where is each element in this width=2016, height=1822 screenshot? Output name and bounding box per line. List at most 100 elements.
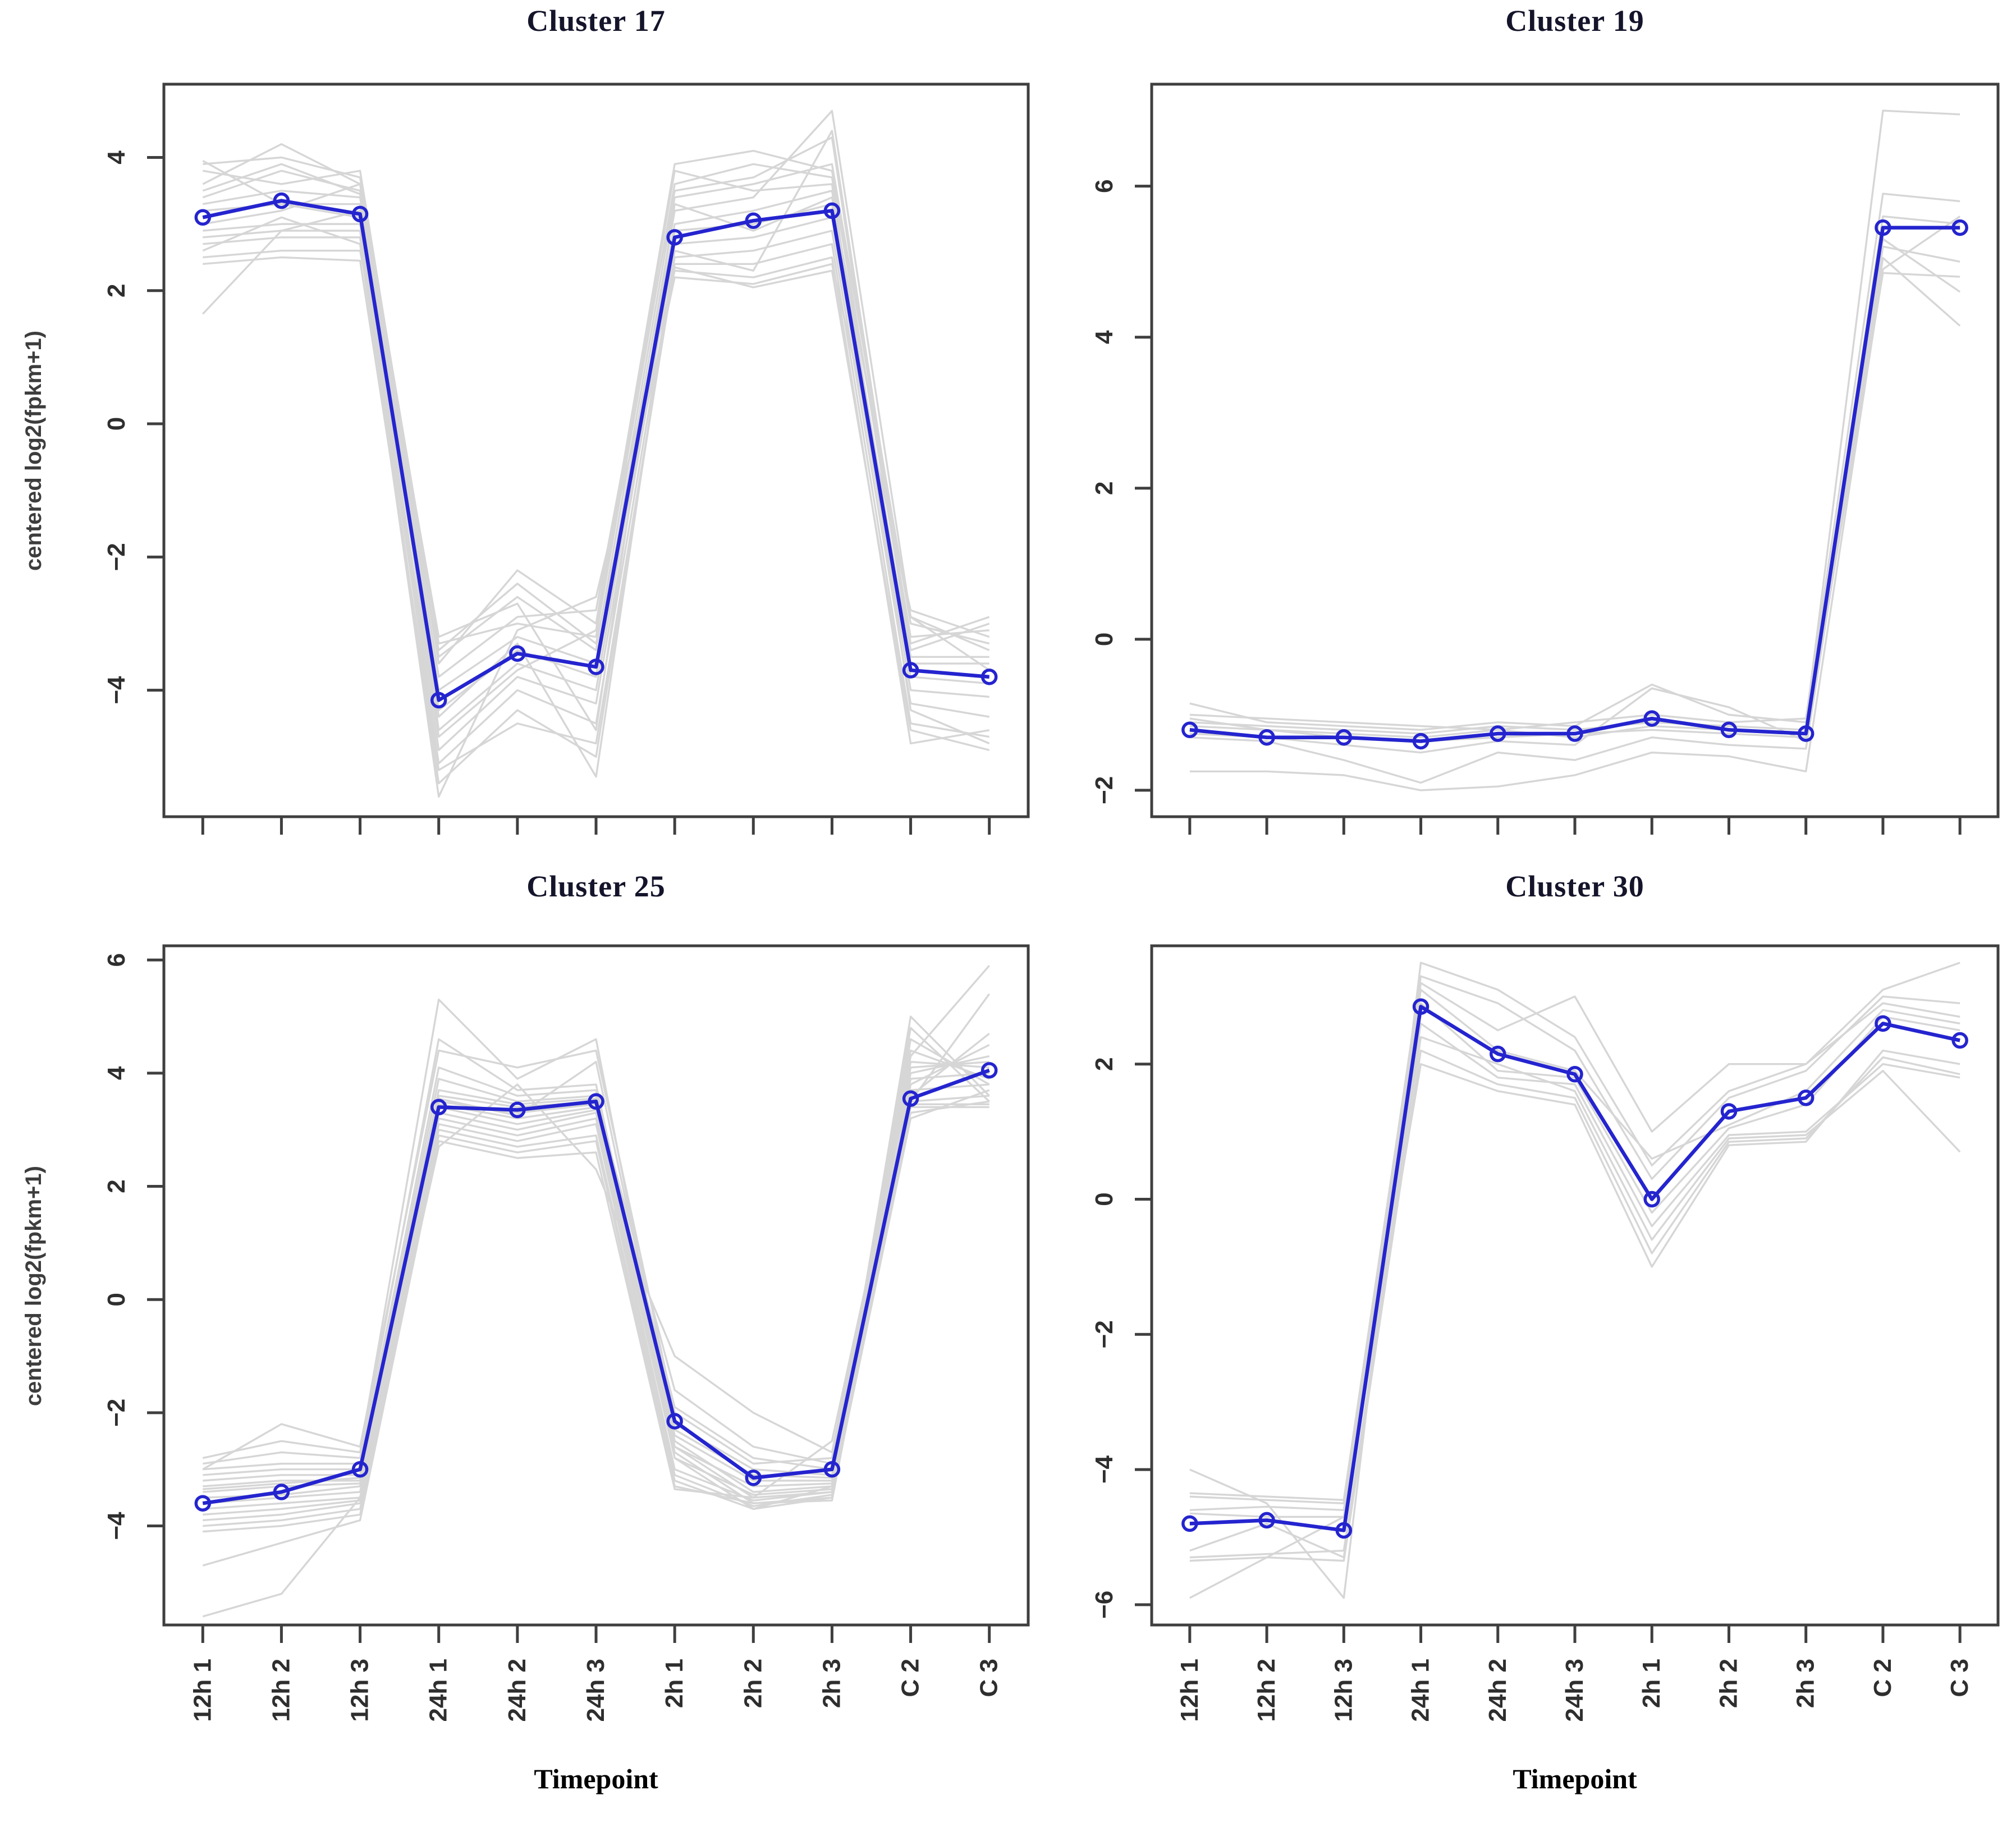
member-trace — [1189, 962, 1960, 1599]
y-axis-label-top: centered log2(fpkm+1) — [21, 331, 46, 571]
mean-point-marker — [1258, 729, 1275, 746]
member-trace — [1189, 1022, 1960, 1559]
mean-point-marker — [1412, 998, 1429, 1015]
mean-point-marker — [666, 229, 683, 246]
plot-border — [162, 944, 1030, 1627]
mean-point-marker — [1797, 1089, 1815, 1106]
y-tick-label: 2 — [103, 284, 130, 297]
mean-point-marker — [1566, 725, 1583, 742]
chart-title-cluster-17: Cluster 17 — [526, 4, 666, 38]
mean-point-marker — [745, 212, 762, 229]
mean-point-marker — [1951, 219, 1968, 236]
mean-point-marker — [588, 658, 604, 675]
mean-point-marker — [1335, 1522, 1353, 1539]
y-tick-label: −4 — [103, 1512, 130, 1540]
plot-cluster-19: −2 0 2 4 6 — [1091, 83, 2000, 835]
mean-point-marker — [1720, 721, 1738, 739]
member-trace — [1189, 988, 1960, 1512]
x-tick-label: 12h 1 — [1176, 1659, 1203, 1722]
x-tick-label: 12h 3 — [346, 1659, 374, 1722]
x-tick-label: 24h 2 — [503, 1659, 531, 1722]
x-tick-label: 24h 3 — [582, 1659, 610, 1722]
mean-point-marker — [666, 1413, 683, 1430]
plot-cluster-25: −4 −2 0 2 4 6 12h 1 12h 2 12h 3 24h 1 24h 2 24h 3 2h… — [103, 944, 1030, 1722]
mean-point-marker — [194, 1495, 212, 1512]
member-trace — [203, 216, 989, 752]
member-trace — [202, 163, 990, 731]
x-tick-label: 2h 1 — [661, 1659, 688, 1708]
mean-point-marker — [823, 202, 841, 219]
mean-point-marker — [273, 1484, 290, 1500]
y-axis-label-bottom: centered log2(fpkm+1) — [21, 1166, 46, 1406]
mean-point-marker — [1490, 725, 1506, 742]
plot-border — [162, 83, 1030, 818]
y-tick-label: 6 — [103, 953, 130, 967]
y-tick-label: 4 — [103, 150, 130, 164]
member-trace — [202, 1072, 989, 1567]
plot-cluster-17: −4 −2 0 2 4 — [103, 83, 1030, 835]
y-tick-label: 4 — [103, 1066, 130, 1080]
mean-point-marker — [1258, 1512, 1275, 1529]
member-trace — [1189, 216, 1961, 791]
member-trace — [203, 236, 989, 785]
y-tick-label: 6 — [1091, 179, 1118, 193]
mean-point-marker — [1566, 1066, 1583, 1083]
plot-cluster-30: −6 −4 −2 0 2 12h 1 12h 2 12h 3 24h 1 24h 2 24h 3 2h… — [1091, 944, 2000, 1722]
member-trace — [1189, 1049, 1960, 1562]
mean-point-marker — [273, 192, 290, 209]
member-trace — [1189, 975, 1960, 1501]
mean-trace — [1189, 1005, 1960, 1532]
member-trace — [1189, 245, 1960, 743]
y-tick-label: 0 — [103, 417, 130, 431]
chart-title-cluster-19: Cluster 19 — [1505, 4, 1644, 38]
mean-point-marker — [509, 1101, 526, 1119]
x-tick-label: 2h 2 — [1715, 1659, 1742, 1708]
chart-title-cluster-25: Cluster 25 — [526, 869, 666, 903]
mean-point-marker — [1181, 1515, 1198, 1532]
x-tick-label: 2h 1 — [1638, 1659, 1665, 1708]
member-trace — [1189, 982, 1960, 1504]
x-tick-label: 24h 2 — [1484, 1659, 1511, 1722]
mean-point-marker — [351, 1461, 369, 1478]
member-trace — [202, 130, 990, 778]
mean-point-marker — [1951, 1032, 1968, 1049]
x-axis-title-right: Timepoint — [1513, 1763, 1637, 1794]
x-tick-label: 12h 2 — [267, 1659, 295, 1722]
mean-point-marker — [1181, 721, 1198, 739]
mean-trace — [1189, 226, 1960, 743]
member-trace — [203, 163, 990, 658]
x-tick-label: 12h 2 — [1253, 1659, 1280, 1722]
plot-border — [1150, 83, 2000, 818]
member-trace — [202, 143, 990, 665]
member-trace — [202, 159, 990, 745]
x-tick-label: C 2 — [1869, 1659, 1896, 1697]
x-tick-label: 24h 1 — [425, 1659, 452, 1722]
y-tick-label: 4 — [1091, 330, 1118, 344]
mean-point-marker — [1720, 1103, 1738, 1120]
mean-point-marker — [823, 1461, 841, 1478]
mean-point-marker — [430, 1098, 447, 1116]
member-trace — [1189, 193, 1960, 731]
y-tick-label: −6 — [1091, 1591, 1118, 1619]
mean-point-marker — [1490, 1045, 1506, 1063]
mean-point-marker — [1412, 733, 1429, 750]
member-trace — [1189, 1049, 1960, 1599]
y-tick-label: 0 — [1091, 1192, 1118, 1206]
y-tick-label: −2 — [1091, 1320, 1118, 1348]
y-tick-label: −4 — [1091, 1455, 1118, 1484]
member-trace — [203, 190, 989, 711]
mean-point-marker — [1643, 710, 1660, 727]
member-trace — [1189, 109, 1960, 731]
mean-point-marker — [745, 1469, 762, 1486]
y-tick-label: 2 — [103, 1179, 130, 1193]
member-trace — [203, 256, 990, 771]
chart-title-cluster-30: Cluster 30 — [1505, 869, 1644, 903]
x-tick-label: 2h 2 — [739, 1659, 767, 1708]
member-trace — [202, 999, 990, 1493]
mean-point-marker — [588, 1093, 604, 1110]
mean-point-marker — [1335, 729, 1353, 746]
mean-trace — [202, 199, 989, 702]
mean-point-marker — [194, 209, 212, 226]
